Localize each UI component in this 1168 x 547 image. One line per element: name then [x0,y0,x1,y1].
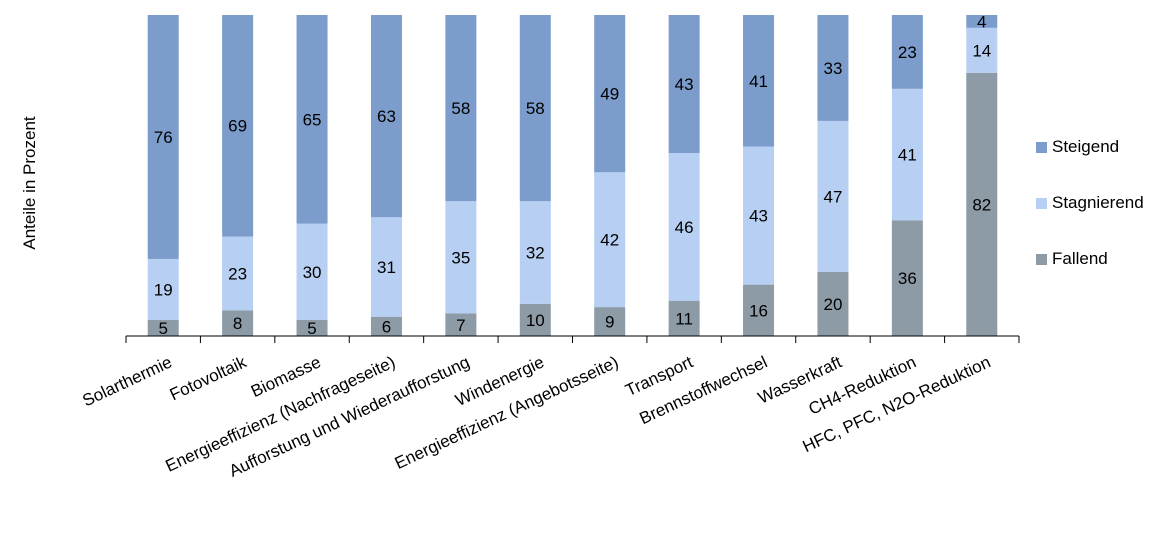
data-label-stagnierend-energieeffizienz-angebotsseite: 42 [600,231,619,250]
data-label-stagnierend-fotovoltaik: 23 [228,264,247,283]
bar-steigend-ch4-reduktion [891,15,923,89]
data-label-steigend-aufforstung-und-wiederaufforstung: 58 [451,99,470,118]
bar-steigend-fotovoltaik [222,15,254,237]
data-label-stagnierend-energieeffizienz-nachfrageseite: 31 [377,258,396,277]
bar-stagnierend-brennstoffwechsel [743,146,775,285]
legend-label-stagnierend: Stagnierend [1052,193,1144,212]
bar-fallend-biomasse [296,319,328,336]
bar-steigend-transport [668,15,700,154]
data-label-stagnierend-windenergie: 32 [526,244,545,263]
bar-steigend-brennstoffwechsel [743,15,775,147]
data-label-fallend-transport: 11 [675,309,693,328]
x-tick-label-fotovoltaik: Fotovoltaik [167,352,250,404]
data-label-stagnierend-solarthermie: 19 [154,280,173,299]
data-label-stagnierend-hfc-pfc-n2o-reduktion: 14 [972,41,991,60]
bar-steigend-windenergie [519,15,551,202]
bar-fallend-fotovoltaik [222,310,254,336]
data-label-fallend-wasserkraft: 20 [823,295,842,314]
bar-stagnierend-aufforstung-und-wiederaufforstung [445,201,477,314]
bar-steigend-hfc-pfc-n2o-reduktion [966,15,998,28]
bar-fallend-aufforstung-und-wiederaufforstung [445,313,477,336]
bar-stagnierend-transport [668,153,700,301]
data-label-steigend-biomasse: 65 [303,110,322,129]
data-label-stagnierend-transport: 46 [675,218,694,237]
bar-fallend-hfc-pfc-n2o-reduktion [966,72,998,336]
bar-stagnierend-ch4-reduktion [891,88,923,221]
data-label-steigend-wasserkraft: 33 [823,59,842,78]
x-tick-label-brennstoffwechsel: Brennstoffwechsel [637,352,771,428]
bar-stagnierend-hfc-pfc-n2o-reduktion [966,27,998,73]
bar-stagnierend-windenergie [519,201,551,304]
bar-fallend-wasserkraft [817,271,849,336]
legend-item-stagnierend: Stagnierend [1036,191,1166,215]
legend-label-steigend: Steigend [1052,137,1120,156]
bar-stagnierend-wasserkraft [817,120,849,272]
data-label-steigend-hfc-pfc-n2o-reduktion: 4 [977,12,986,31]
bar-stagnierend-fotovoltaik [222,236,254,311]
data-label-steigend-energieeffizienz-nachfrageseite: 63 [377,107,396,126]
legend-swatch-steigend [1036,141,1047,153]
bar-steigend-wasserkraft [817,15,849,121]
data-label-fallend-energieeffizienz-angebotsseite: 9 [605,313,614,332]
data-label-fallend-fotovoltaik: 8 [233,314,242,333]
data-label-fallend-energieeffizienz-nachfrageseite: 6 [382,317,391,336]
data-label-steigend-fotovoltaik: 69 [228,117,247,136]
legend-item-fallend: Fallend [1036,247,1166,271]
data-label-fallend-brennstoffwechsel: 16 [749,301,768,320]
data-label-fallend-solarthermie: 5 [158,319,167,338]
legend-item-steigend: Steigend [1036,135,1166,159]
legend: Steigend Stagnierend Fallend [1036,135,1166,303]
bar-fallend-brennstoffwechsel [743,284,775,336]
bar-fallend-ch4-reduktion [891,220,923,336]
data-label-steigend-brennstoffwechsel: 41 [749,72,768,91]
data-label-steigend-ch4-reduktion: 23 [898,43,917,62]
bar-steigend-energieeffizienz-angebotsseite [594,15,626,173]
data-label-stagnierend-brennstoffwechsel: 43 [749,207,768,226]
data-label-stagnierend-aufforstung-und-wiederaufforstung: 35 [451,248,470,267]
bar-stagnierend-solarthermie [147,258,179,320]
data-label-fallend-aufforstung-und-wiederaufforstung: 7 [456,316,465,335]
bar-fallend-energieeffizienz-angebotsseite [594,307,626,336]
data-label-stagnierend-wasserkraft: 47 [823,187,842,206]
data-label-stagnierend-ch4-reduktion: 41 [898,146,917,165]
x-tick-label-solarthermie: Solarthermie [80,352,175,410]
legend-swatch-fallend [1036,253,1047,265]
bar-steigend-energieeffizienz-nachfrageseite [370,15,402,218]
legend-swatch-stagnierend [1036,197,1047,209]
bar-fallend-windenergie [519,303,551,336]
bar-steigend-aufforstung-und-wiederaufforstung [445,15,477,202]
data-label-steigend-windenergie: 58 [526,99,545,118]
data-label-steigend-solarthermie: 76 [154,128,173,147]
bar-steigend-biomasse [296,15,328,224]
bar-stagnierend-biomasse [296,223,328,320]
legend-label-fallend: Fallend [1052,249,1108,268]
data-label-fallend-ch4-reduktion: 36 [898,269,917,288]
bar-fallend-solarthermie [147,319,179,336]
bar-fallend-transport [668,300,700,336]
data-label-steigend-transport: 43 [675,75,694,94]
bar-stagnierend-energieeffizienz-nachfrageseite [370,217,402,317]
data-label-stagnierend-biomasse: 30 [303,263,322,282]
bar-steigend-solarthermie [147,15,179,259]
data-label-steigend-energieeffizienz-angebotsseite: 49 [600,85,619,104]
data-label-fallend-hfc-pfc-n2o-reduktion: 82 [972,195,991,214]
bar-fallend-energieeffizienz-nachfrageseite [370,316,402,336]
data-label-fallend-biomasse: 5 [307,319,316,338]
bar-stagnierend-energieeffizienz-angebotsseite [594,172,626,308]
data-label-fallend-windenergie: 10 [526,311,545,330]
